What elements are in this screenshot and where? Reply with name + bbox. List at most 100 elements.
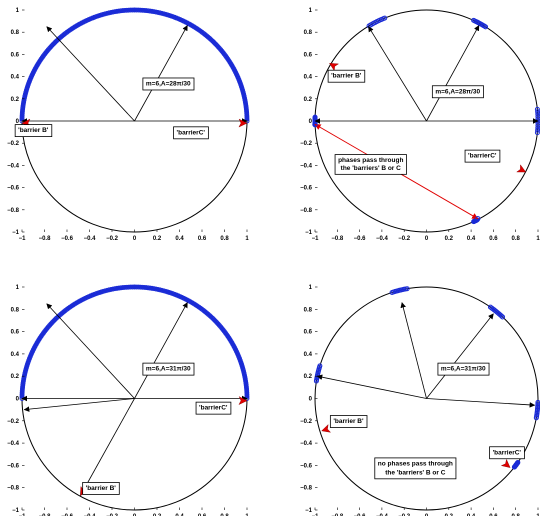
x-tick-label: 1 [245,514,249,516]
x-tick-label: 0.2 [445,236,454,242]
y-tick-label: 0 [16,119,20,125]
x-tick-label: 0.8 [220,236,229,242]
x-tick-label: 0.6 [198,514,207,516]
phase-point [515,459,521,465]
vector-arrow [400,302,427,399]
barrier-marker [329,63,340,72]
annotation-label: 'barrier B' [86,485,117,492]
x-tick-label: −0.2 [106,236,119,242]
x-tick-label: 0.6 [489,514,498,516]
y-tick-label: −0.6 [7,186,20,192]
chart-panel-4: −1 −0.8 −0.6 −0.4 −0.2 0 0.2 0.4 0.6 0.8 1 −1 −0.8 −0… [300,285,540,516]
x-tick-label: −0.6 [61,514,74,516]
annotation-label: 'barrierC' [199,405,228,412]
vector-arrow [80,398,135,496]
annotation-label: no phases pass through [378,460,453,467]
x-tick-label: 0.2 [445,514,454,516]
x-tick-label: −0.2 [398,236,411,242]
annotation-label: m=6,A=28π/30 [435,88,480,95]
annotation-label: m=6,A=31π/30 [441,366,486,373]
chart-panel-3: −1 −0.8 −0.6 −0.4 −0.2 0 0.2 0.4 0.6 0.8 1 −1 −0.8 −0… [7,284,250,516]
phase-point [313,378,319,384]
x-tick-label: −0.6 [354,514,367,516]
phase-point [534,106,540,112]
barrier-marker [238,396,248,406]
y-tick-label: −0.4 [300,441,313,447]
vector-arrow [134,25,188,122]
phase-point [389,289,395,295]
y-tick-label: −1 [305,230,313,236]
y-tick-label: 0.4 [11,75,20,81]
x-tick-label: 0.6 [489,236,498,242]
x-tick-label: −1 [312,514,320,516]
vector-arrow [426,25,480,122]
x-tick-label: 0.4 [175,236,184,242]
y-tick-label: −0.2 [300,141,313,147]
x-tick-label: 1 [245,236,249,242]
y-tick-label: −0.8 [7,208,20,214]
x-tick-label: 0.8 [220,514,229,516]
x-tick-label: −1 [312,236,320,242]
annotation-label: phases pass through [338,157,403,164]
annotation-box [327,69,366,83]
y-tick-label: −0.4 [300,163,313,169]
x-tick-label: 0.8 [512,514,521,516]
y-tick-label: 0.8 [304,30,313,36]
vector-arrow [134,302,188,399]
annotation-box [431,85,484,99]
phase-point [487,304,493,310]
x-tick-label: −0.4 [84,514,97,516]
y-tick-label: 0.2 [11,374,20,380]
vector-arrow [368,26,427,122]
y-tick-label: 0.6 [304,52,313,58]
annotation-box [329,415,368,428]
y-tick-label: 0.8 [11,307,20,313]
x-tick-label: 0.4 [175,514,184,516]
x-tick-label: 0 [133,514,137,516]
x-tick-label: −0.4 [376,514,389,516]
annotation-box [334,154,407,175]
y-tick-label: −0.8 [7,486,20,492]
y-tick-label: −0.4 [7,163,20,169]
y-tick-label: 0.4 [304,75,313,81]
chart-panel-1: −1 −0.8 −0.6 −0.4 −0.2 0 0.2 0.4 0.6 0.8 1 −1 −0.8 −0… [7,7,250,242]
y-tick-label: 0.8 [11,30,20,36]
y-tick-label: 0.2 [11,97,20,103]
vector-arrow [46,303,135,399]
annotation-label: the 'barriers' B or C [341,165,401,172]
phase-point [471,17,477,23]
x-tick-label: 0 [425,514,429,516]
x-tick-label: 0.4 [467,514,476,516]
annotation-label: m=6,A=31π/30 [146,366,191,373]
x-tick-label: −0.2 [106,514,119,516]
y-tick-label: 0 [309,119,313,125]
annotation-label: the 'barriers' B or C [385,469,445,476]
annotation-box [82,482,120,495]
annotation-label: 'barrier B' [333,418,364,425]
x-tick-label: −0.8 [39,236,52,242]
x-tick-label: −0.8 [331,514,344,516]
annotation-label: 'barrier B' [331,73,362,80]
annotation-box [489,446,525,460]
y-tick-label: 0.2 [304,374,313,380]
vector-arrow [23,398,135,412]
x-tick-label: −0.8 [331,236,344,242]
x-tick-label: 1 [536,514,540,516]
annotation-box [437,362,490,376]
y-tick-label: −0.6 [7,463,20,469]
y-tick-label: −0.8 [300,486,313,492]
phase-point [534,130,540,136]
annotation-label: 'barrierC' [493,449,522,456]
y-tick-label: −0.2 [7,419,20,425]
chart-panel-2: −1 −0.8 −0.6 −0.4 −0.2 0 0.2 0.4 0.6 0.8 1 −1 −0.8 −0… [300,8,540,242]
vector-arrow [46,26,135,122]
y-tick-label: −0.2 [300,419,313,425]
y-tick-label: 0.8 [304,307,313,313]
y-tick-label: 0.4 [11,352,20,358]
y-tick-label: 1 [16,285,20,291]
x-tick-label: 0.2 [153,236,162,242]
annotation-box [374,457,457,480]
barrier-marker [321,424,332,433]
phase-point [475,215,481,222]
